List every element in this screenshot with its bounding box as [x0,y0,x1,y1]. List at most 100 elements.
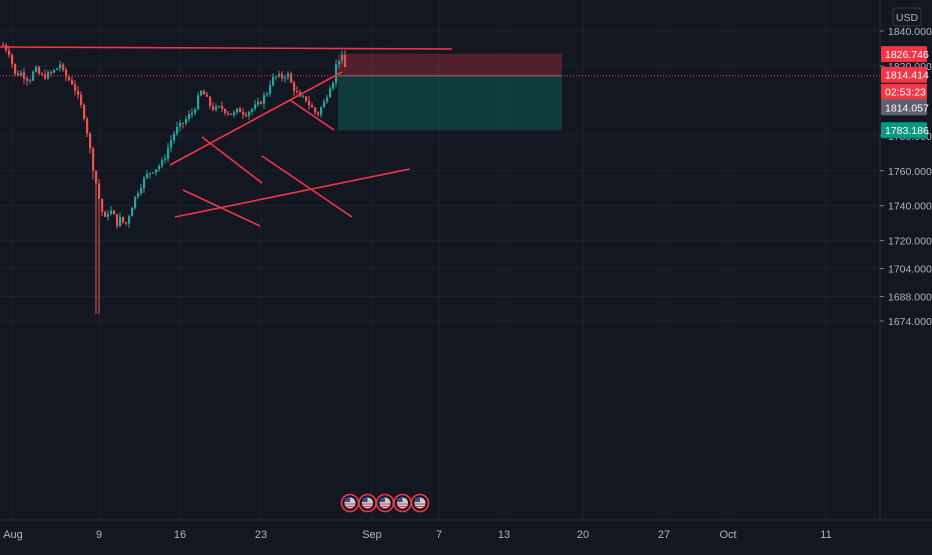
candle [65,67,68,82]
candle [53,69,56,74]
candle [158,163,161,173]
candle [308,95,311,110]
price-tick-label: 1840.000 [888,26,932,38]
candle [338,60,341,69]
svg-text:1814.414: 1814.414 [885,70,929,82]
trend-line[interactable] [261,155,353,218]
candle [11,53,14,69]
trend-line[interactable] [169,71,343,166]
candle [185,115,188,126]
candle [62,62,65,73]
candle [173,130,176,144]
candle [236,108,239,115]
candle [335,59,338,88]
position-tool [0,53,880,131]
candle [251,107,254,116]
candle [122,216,125,224]
candle [167,142,170,163]
event-markers [340,493,430,513]
price-tick-label: 1720.000 [888,236,932,248]
candle [83,103,86,121]
svg-text:1783.186: 1783.186 [885,125,929,137]
candle [191,108,194,119]
candle [332,81,335,91]
price-label: 1826.746 [881,46,929,63]
candle [113,209,116,215]
event-flag-icon[interactable] [393,493,412,513]
candle [176,122,179,137]
price-tick-label: 1760.000 [888,166,932,178]
price-tick-label: 1704.000 [888,264,932,276]
event-flag-icon[interactable] [410,493,430,513]
candle [170,135,173,153]
event-flag-icon[interactable] [375,493,395,513]
candle [131,206,134,217]
candle [146,170,149,180]
stop-zone[interactable] [338,53,562,76]
candle [281,71,284,82]
price-label: 1814.057 [881,99,929,116]
candle [344,50,347,68]
candle [269,80,272,97]
grid [0,0,880,520]
candle [203,89,206,95]
candle [326,94,329,104]
candle [296,86,299,95]
currency-badge[interactable] [892,7,922,27]
candle [224,108,227,116]
candle [95,170,98,314]
price-label: 1783.186 [881,122,929,139]
event-flag-icon[interactable] [340,493,360,513]
candle [29,78,32,84]
trend-line[interactable] [289,99,335,131]
candle [107,210,110,221]
candle [260,100,263,105]
candle [341,50,344,65]
candle [116,214,119,229]
candle [284,75,287,83]
time-tick-label: 9 [96,529,102,541]
trend-line[interactable] [182,189,261,227]
candle [266,91,269,97]
candle [317,111,320,118]
candle [89,132,92,154]
candle [329,85,332,98]
candle [47,69,50,80]
candle [92,146,95,180]
candle [59,60,62,72]
candle [179,119,182,132]
candle [254,99,257,112]
candle [305,96,308,103]
candle [230,113,233,116]
event-flag-icon[interactable] [358,493,377,513]
svg-text:1814.057: 1814.057 [885,102,929,114]
candle [98,178,101,314]
candle [152,172,155,174]
trend-line[interactable] [174,168,411,218]
candle [101,198,104,217]
trend-line[interactable] [201,136,263,184]
svg-text:1826.746: 1826.746 [885,49,929,61]
candle [197,91,200,111]
candle [80,91,83,108]
candle [320,106,323,118]
candle [188,110,191,122]
candle [242,108,245,120]
candle [272,73,275,87]
target-zone[interactable] [338,75,562,131]
time-tick-label: Oct [719,529,736,541]
trend-line[interactable] [0,46,453,50]
time-tick-label: 27 [658,529,670,541]
candle [248,110,251,120]
candle [278,70,281,79]
candle [200,90,203,97]
candle [143,176,146,194]
candle [290,71,293,84]
candle [233,109,236,118]
candle [104,210,107,218]
candle [323,98,326,108]
price-tick-label: 1674.000 [888,316,932,328]
price-label: 1814.414 [881,66,929,83]
